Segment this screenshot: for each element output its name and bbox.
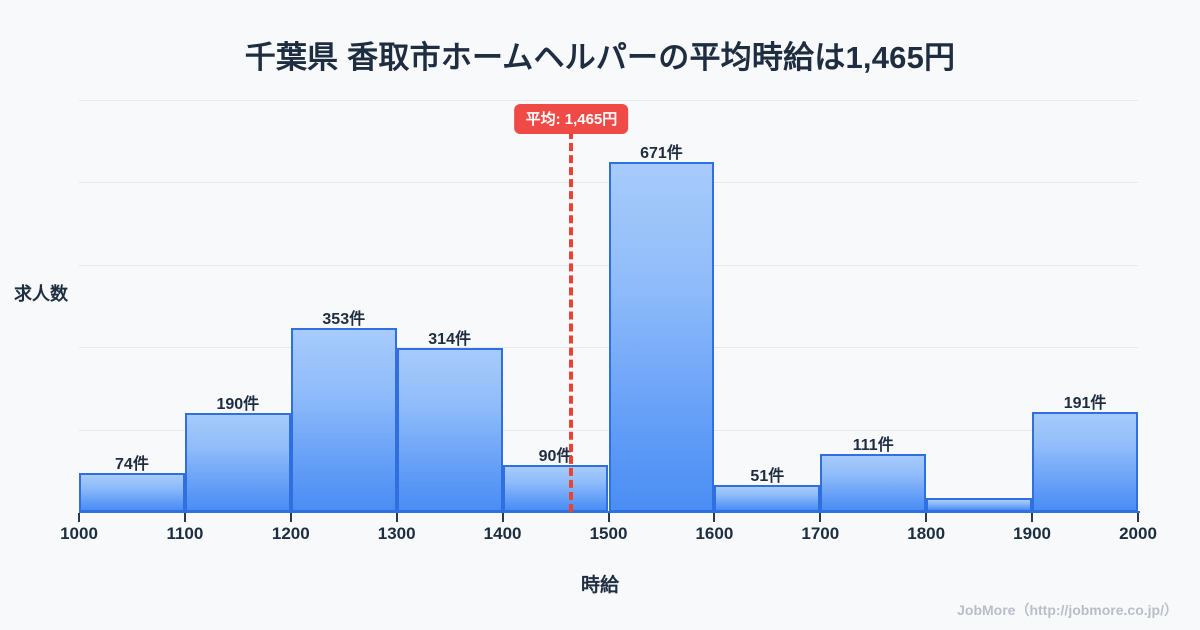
x-axis-tick-label: 1100 [166,524,204,543]
bar [79,473,185,512]
x-axis-tick-mark [183,513,186,522]
x-axis-baseline [79,511,1140,513]
bar [1032,412,1138,512]
bar-value-label: 671件 [640,145,683,163]
x-axis-tick-label: 2000 [1119,524,1157,543]
bar-value-label: 191件 [1063,395,1107,413]
x-axis-tick-label: 1500 [589,524,628,543]
bar-value-label: 314件 [428,331,471,349]
x-axis-tick-mark [289,513,292,522]
x-axis-tick-label: 1300 [377,524,416,543]
chart-title: 千葉県 香取市ホームヘルパーの平均時給は1,465円 [244,40,956,75]
y-axis-title: 求人数 [14,284,68,304]
average-badge: 平均: 1,465円 [514,104,629,134]
x-axis-tick-mark [395,513,398,522]
x-axis-title: 時給 [580,575,619,596]
x-axis-tick-mark [501,513,504,522]
x-axis-tick-label: 1800 [907,524,946,543]
bar [926,498,1033,512]
bar [608,162,715,512]
bar [184,412,291,512]
x-axis-tick-label: 1400 [483,524,522,543]
bar [714,485,821,512]
bar-value-label: 190件 [216,395,260,413]
x-axis-tick-label: 1700 [801,524,840,543]
x-axis-tick-mark [713,513,716,522]
x-axis-tick-label: 1600 [695,524,734,543]
x-axis-tick-mark [607,513,610,522]
bar-value-label: 74件 [115,456,149,474]
x-axis-tick-mark [78,513,80,522]
x-axis-tick-mark [819,513,822,522]
x-axis-tick-label: 1900 [1013,524,1051,543]
average-line-icon [569,131,574,512]
bar-value-label: 353件 [322,310,366,328]
bar [396,348,503,512]
bar [502,465,609,512]
x-axis-tick-mark [1137,513,1139,522]
bar-value-label: 111件 [852,437,894,455]
x-axis-tick-label: 1000 [60,524,98,543]
gridline [79,100,1138,101]
bar-value-label: 90件 [538,448,573,466]
bar [290,327,397,512]
footer-credit: JobMore（http://jobmore.co.jp/） [957,602,1178,618]
x-axis-tick-label: 1200 [271,524,310,543]
bar-value-label: 51件 [750,468,785,486]
x-axis-tick-mark [925,513,928,522]
x-axis-tick-mark [1031,513,1034,522]
bar [820,454,927,512]
